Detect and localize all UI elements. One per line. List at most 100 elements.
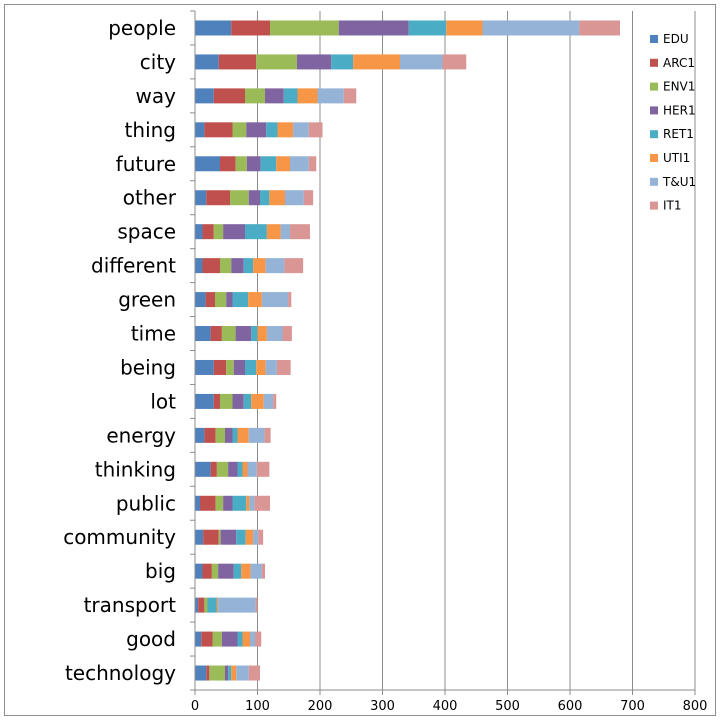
- bar-segment: [266, 326, 283, 342]
- bar-segment: [253, 258, 266, 274]
- bar-segment: [209, 665, 225, 681]
- bar-segment: [210, 461, 217, 477]
- bar-segment: [283, 88, 298, 104]
- bar-segment: [296, 54, 332, 70]
- category-label: being: [120, 355, 176, 379]
- bar-segment: [205, 292, 215, 308]
- bar-segment: [228, 461, 238, 477]
- x-tick-label: 400: [433, 699, 458, 714]
- bar-segment: [225, 665, 229, 681]
- x-tick-label: 0: [191, 699, 199, 714]
- bar-segment: [204, 427, 216, 443]
- bar-segment: [276, 359, 291, 375]
- legend-swatch: [650, 35, 658, 43]
- bar-segment: [261, 292, 289, 308]
- bar-segment: [280, 224, 290, 240]
- bar-segment: [206, 190, 230, 206]
- category-label: community: [63, 525, 176, 549]
- bar-segment: [331, 54, 354, 70]
- bar-segment: [579, 20, 620, 36]
- bar-segment: [220, 393, 233, 409]
- bar-segment: [297, 88, 318, 104]
- chart-frame: people city way thing future other space differ…: [4, 4, 716, 716]
- x-tick-label: 300: [370, 699, 395, 714]
- bar-segment: [195, 359, 214, 375]
- bar-segment: [226, 359, 234, 375]
- bar-segment: [290, 156, 309, 172]
- bar-segment: [212, 631, 222, 647]
- bar-segment: [204, 122, 233, 138]
- bar-segment: [253, 529, 259, 545]
- x-tick-label: 500: [495, 699, 520, 714]
- bar-segment: [228, 665, 232, 681]
- bar-segment: [202, 224, 214, 240]
- bar-segment: [353, 54, 400, 70]
- bar-segment: [245, 359, 257, 375]
- bar-segment: [195, 224, 203, 240]
- bar-segment: [442, 54, 467, 70]
- category-label: different: [91, 254, 176, 278]
- gridlines: [257, 11, 696, 690]
- bar-segment: [218, 597, 256, 613]
- bars: [195, 20, 620, 681]
- bar-segment: [242, 631, 250, 647]
- bar-segment: [400, 54, 443, 70]
- bar-segment: [195, 427, 205, 443]
- bar-segment: [277, 122, 294, 138]
- bar-segment: [246, 495, 250, 511]
- bar-segment: [195, 495, 200, 511]
- bar-segment: [202, 258, 220, 274]
- bar-segment: [245, 88, 265, 104]
- bar-segment: [220, 258, 232, 274]
- bar-segment: [260, 190, 270, 206]
- bar-segment: [221, 326, 236, 342]
- bar-segment: [216, 461, 229, 477]
- bar-segment: [232, 495, 247, 511]
- bar-segment: [338, 20, 409, 36]
- legend-label: ARC1: [663, 56, 695, 70]
- bar-segment: [218, 563, 234, 579]
- bar-segment: [211, 563, 219, 579]
- bar-segment: [256, 54, 297, 70]
- x-tick-label: 800: [683, 699, 708, 714]
- bar-segment: [195, 597, 199, 613]
- bar-segment: [308, 122, 323, 138]
- legend-label: IT1: [663, 199, 682, 213]
- bar-segment: [195, 563, 203, 579]
- category-label: space: [117, 220, 176, 244]
- bar-segment: [237, 631, 243, 647]
- bar-segment: [195, 190, 207, 206]
- bar-segment: [232, 122, 247, 138]
- bar-segment: [232, 292, 249, 308]
- bar-segment: [269, 190, 285, 206]
- bar-segment: [235, 156, 247, 172]
- bar-segment: [231, 665, 237, 681]
- bar-segment: [195, 529, 204, 545]
- bar-segment: [195, 54, 219, 70]
- bar-segment: [247, 461, 257, 477]
- legend-label: T&U1: [662, 175, 696, 189]
- bar-segment: [249, 495, 255, 511]
- category-label: energy: [106, 423, 176, 447]
- bar-segment: [446, 20, 483, 36]
- bar-segment: [343, 88, 357, 104]
- bar-segment: [243, 393, 252, 409]
- bar-segment: [263, 393, 274, 409]
- bar-segment: [233, 359, 245, 375]
- bar-segment: [243, 258, 254, 274]
- bar-segment: [256, 461, 270, 477]
- bar-segment: [266, 122, 278, 138]
- legend: EDU ARC1 ENV1 HER1 RET1 UTI1 T&U1 IT1: [650, 32, 696, 213]
- bar-segment: [195, 665, 207, 681]
- bar-segment: [276, 156, 290, 172]
- bar-segment: [317, 88, 344, 104]
- legend-swatch: [650, 106, 658, 115]
- category-label: thinking: [95, 457, 176, 481]
- bar-segment: [293, 122, 309, 138]
- bar-segment: [264, 427, 271, 443]
- bar-segment: [195, 88, 214, 104]
- legend-swatch: [650, 58, 658, 67]
- bar-segment: [201, 631, 213, 647]
- bar-segment: [195, 393, 214, 409]
- bar-segment: [245, 224, 267, 240]
